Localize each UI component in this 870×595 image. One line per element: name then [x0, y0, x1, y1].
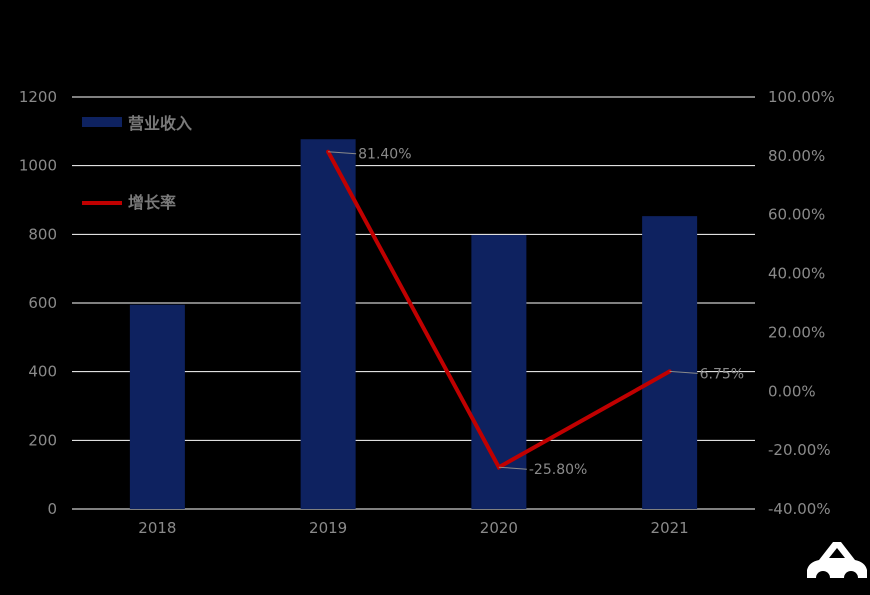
y-right-tick-label: 40.00%: [768, 265, 825, 283]
car-logo-icon: [807, 542, 867, 585]
y-right-tick-label: 100.00%: [768, 88, 835, 106]
x-tick-label: 2020: [480, 519, 518, 537]
y-right-tick-label: -40.00%: [768, 500, 831, 518]
y-left-tick-label: 1000: [19, 157, 57, 175]
gridlines: [72, 96, 755, 510]
legend-swatch-bar: [82, 117, 122, 127]
bar-2018: [129, 304, 185, 509]
legend-label-bar: 营业收入: [128, 114, 192, 133]
data-label: -25.80%: [529, 462, 587, 478]
leader-line: [669, 370, 698, 374]
bars: [129, 139, 698, 510]
x-axis-ticks: 2018 2019 2020 2021: [138, 519, 688, 537]
car-logo-wheel-left: [816, 571, 830, 585]
y-right-tick-label: 0.00%: [768, 382, 816, 400]
y-right-tick-label: 60.00%: [768, 206, 825, 224]
y-left-tick-label: 1200: [19, 88, 57, 106]
y-right-tick-label: 20.00%: [768, 323, 825, 341]
bar-2019: [300, 139, 356, 510]
data-label: 81.40%: [358, 147, 411, 163]
y-left-tick-label: 0: [47, 500, 57, 518]
left-axis-ticks: 0 200 400 600 800 1000 1200: [19, 88, 57, 518]
y-left-tick-label: 400: [28, 363, 57, 381]
data-label: 6.75%: [700, 366, 744, 382]
leader-line: [328, 151, 357, 155]
y-right-tick-label: 80.00%: [768, 147, 825, 165]
legend-label-line: 增长率: [128, 193, 176, 212]
bar-2021: [642, 216, 698, 510]
right-axis-ticks: 100.00% 80.00% 60.00% 40.00% 20.00% 0.00% -20.…: [768, 88, 835, 518]
car-logo-body: [807, 542, 867, 578]
leader-line: [498, 466, 527, 470]
x-tick-label: 2019: [309, 519, 347, 537]
y-left-tick-label: 800: [28, 225, 57, 243]
car-logo-window: [829, 548, 845, 558]
y-left-tick-label: 600: [28, 294, 57, 312]
x-tick-label: 2021: [651, 519, 689, 537]
y-left-tick-label: 200: [28, 431, 57, 449]
x-tick-label: 2018: [138, 519, 176, 537]
y-right-tick-label: -20.00%: [768, 441, 831, 459]
car-logo-wheel-right: [844, 571, 858, 585]
data-labels: 81.40% -25.80% 6.75%: [328, 147, 744, 478]
